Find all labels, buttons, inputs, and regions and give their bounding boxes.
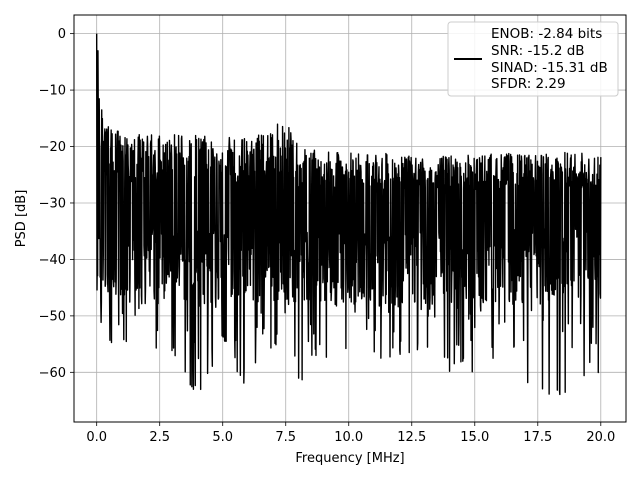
legend-entry-sinad: SINAD: -15.31 dB	[491, 60, 608, 76]
x-tick-label: 20.0	[586, 430, 615, 445]
y-tick-label: −10	[39, 84, 66, 99]
legend: ENOB: -2.84 bits SNR: -15.2 dB SINAD: -1…	[447, 21, 619, 97]
y-tick-label: 0	[58, 27, 66, 42]
psd-trace	[95, 33, 602, 396]
x-tick-label: 17.5	[523, 430, 552, 445]
ticks: 0.0 2.5 5.0 7.5 10.0 12.5 15.0 17.5 20.0 0 −10 −20 −…	[39, 27, 616, 445]
y-tick-label: −40	[39, 253, 66, 268]
y-tick-label: −50	[39, 309, 66, 324]
y-tick-label: −60	[39, 366, 66, 381]
x-tick-label: 0.0	[86, 430, 107, 445]
x-axis-label: Frequency [MHz]	[295, 451, 404, 466]
x-tick-label: 10.0	[334, 430, 363, 445]
x-tick-label: 12.5	[397, 430, 426, 445]
y-axis-label: PSD [dB]	[14, 190, 29, 248]
x-tick-label: 15.0	[460, 430, 489, 445]
legend-entry-enob: ENOB: -2.84 bits	[491, 26, 602, 42]
legend-entry-snr: SNR: -15.2 dB	[491, 43, 585, 59]
x-tick-label: 5.0	[212, 430, 233, 445]
x-tick-label: 2.5	[149, 430, 170, 445]
legend-entry-sfdr: SFDR: 2.29	[491, 76, 566, 92]
y-tick-label: −30	[39, 196, 66, 211]
psd-series-line	[95, 33, 602, 396]
y-tick-label: −20	[39, 140, 66, 155]
legend-box	[447, 21, 619, 97]
axes-frame	[73, 14, 627, 423]
x-tick-label: 7.5	[275, 430, 296, 445]
